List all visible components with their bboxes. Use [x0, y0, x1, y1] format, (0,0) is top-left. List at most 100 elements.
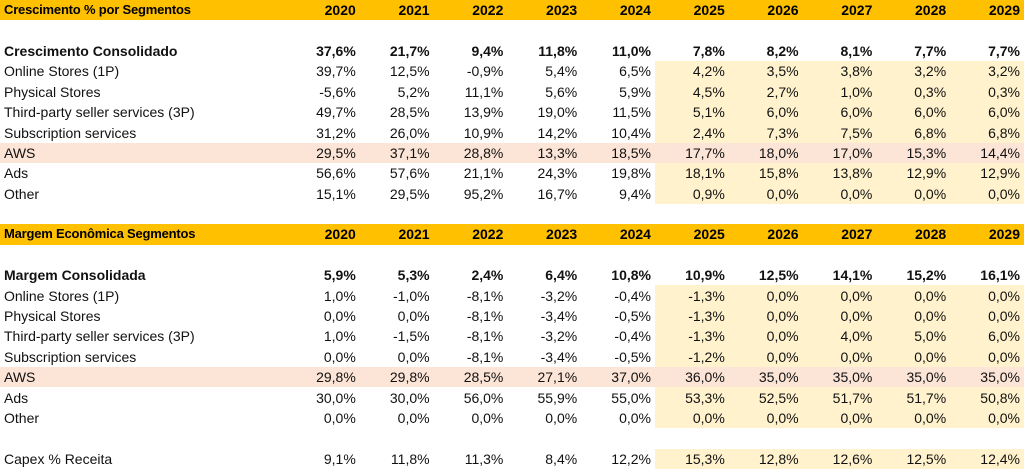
value-cell: 7,5% — [802, 122, 877, 143]
value-cell: 27,1% — [507, 367, 582, 388]
total-row: Crescimento Consolidado 37,6% 21,7% 9,4% 11,… — [0, 41, 1024, 61]
value-cell: -1,0% — [393, 287, 430, 304]
value-cell: 1,0% — [323, 287, 356, 304]
value-cell: -1,3% — [654, 326, 729, 347]
value-cell: 30,0% — [316, 389, 356, 406]
value-cell: 14,4% — [950, 142, 1024, 164]
value-cell: 0,9% — [654, 183, 729, 204]
value-cell: 5,9% — [619, 83, 651, 100]
value-cell: -1,5% — [393, 328, 430, 345]
row-label: Physical Stores — [4, 308, 101, 325]
value-cell: 29,8% — [359, 367, 434, 388]
year-header: 2027 — [802, 0, 877, 21]
spacer-row — [0, 20, 1024, 40]
value-cell: 3,8% — [802, 61, 877, 82]
value-cell: 13,9% — [463, 104, 504, 121]
segment-row: Subscription services 31,2% 26,0% 10,9% 14,2… — [0, 122, 1024, 143]
value-cell: 28,5% — [389, 104, 430, 121]
year-header: 2026 — [728, 224, 803, 245]
value-cell: 30,0% — [389, 389, 430, 406]
year-header: 2025 — [654, 0, 729, 21]
row-label: Margem Consolidada — [4, 267, 146, 284]
row-label: Ads — [4, 389, 29, 406]
value-cell: 12,4% — [950, 448, 1024, 469]
value-cell: 0,0% — [950, 346, 1024, 368]
value-cell: 2,4% — [654, 122, 729, 143]
value-cell: 29,5% — [389, 185, 430, 202]
value-cell: 15,8% — [728, 163, 803, 184]
value-cell: 0,0% — [876, 305, 951, 327]
value-cell: 11,3% — [464, 450, 504, 467]
value-cell: 0,0% — [471, 410, 504, 426]
value-cell: -3,4% — [540, 308, 578, 325]
value-cell: 24,3% — [537, 165, 578, 182]
value-cell: -1,3% — [654, 285, 729, 306]
row-label: Online Stores (1P) — [4, 287, 120, 304]
value-cell: 0,0% — [728, 183, 803, 204]
value-cell: 6,0% — [950, 101, 1024, 123]
value-cell: 6,5% — [619, 63, 651, 80]
value-cell: 0,0% — [323, 410, 356, 426]
value-cell: 12,9% — [876, 163, 951, 184]
value-cell: -0,4% — [614, 287, 651, 304]
value-cell: 9,1% — [323, 450, 356, 467]
value-cell: 12,5% — [389, 63, 430, 80]
value-cell: 6,0% — [728, 101, 803, 123]
value-cell: 5,9% — [323, 267, 356, 284]
value-cell: 21,7% — [389, 42, 430, 59]
value-cell: 5,4% — [545, 63, 578, 80]
year-header: 2028 — [876, 0, 951, 21]
value-cell: 0,0% — [397, 348, 430, 365]
spacer-cell — [0, 428, 1024, 448]
value-cell: 8,2% — [766, 42, 799, 59]
value-cell: 0,0% — [728, 407, 803, 429]
value-cell: 56,0% — [463, 389, 504, 406]
year-header: 2021 — [359, 224, 434, 245]
row-label: Online Stores (1P) — [4, 63, 120, 80]
total-row: Margem Consolidada 5,9% 5,3% 2,4% 6,4% 10,8% 1… — [0, 265, 1024, 285]
value-cell: 5,0% — [876, 326, 951, 347]
value-cell: 0,0% — [802, 407, 877, 429]
value-cell: 6,0% — [876, 101, 951, 123]
spacer-cell — [0, 20, 1024, 40]
value-cell: -8,1% — [466, 308, 504, 325]
value-cell: 55,9% — [537, 389, 578, 406]
value-cell: 16,7% — [537, 185, 578, 202]
row-label: Ads — [4, 165, 29, 182]
value-cell: -8,1% — [466, 348, 504, 365]
value-cell: 16,1% — [980, 267, 1020, 284]
value-cell: 28,8% — [433, 142, 508, 164]
value-cell: 15,1% — [316, 185, 356, 202]
value-cell: 3,2% — [950, 61, 1024, 82]
year-header: 2023 — [507, 0, 582, 21]
value-cell: 13,3% — [507, 142, 582, 164]
value-cell: 13,8% — [802, 163, 877, 184]
value-cell: 6,8% — [950, 122, 1024, 143]
value-cell: 0,0% — [728, 305, 803, 327]
spacer-row — [0, 428, 1024, 448]
year-header: 2029 — [950, 224, 1024, 245]
value-cell: 17,7% — [654, 142, 729, 164]
value-cell: 37,0% — [581, 367, 655, 388]
section-header: Margem Econômica Segmentos 2020 2021 2022 20… — [0, 224, 1024, 245]
value-cell: 19,0% — [537, 104, 578, 121]
value-cell: 6,4% — [545, 267, 578, 284]
value-cell: 14,2% — [537, 124, 578, 141]
value-cell: 2,4% — [471, 267, 504, 284]
value-cell: -0,5% — [614, 308, 651, 325]
value-cell: 37,6% — [316, 42, 356, 59]
value-cell: 18,1% — [654, 163, 729, 184]
value-cell: 35,0% — [728, 367, 803, 388]
value-cell: 7,8% — [692, 42, 725, 59]
row-label: Physical Stores — [4, 83, 101, 100]
value-cell: 12,5% — [876, 448, 951, 469]
year-header: 2029 — [950, 0, 1024, 21]
value-cell: 57,6% — [389, 165, 430, 182]
value-cell: 11,1% — [464, 83, 504, 100]
value-cell: 21,1% — [463, 165, 504, 182]
value-cell: 95,2% — [463, 185, 504, 202]
capex-row: Capex % Receita 9,1% 11,8% 11,3% 8,4% 12,2% 15… — [0, 448, 1024, 469]
year-header: 2022 — [433, 0, 508, 21]
value-cell: -8,1% — [466, 287, 504, 304]
